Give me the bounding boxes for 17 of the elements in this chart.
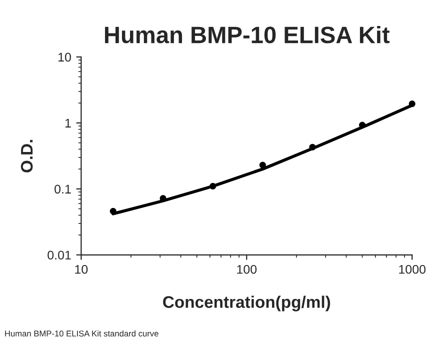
y-tick-label: 1 bbox=[65, 118, 71, 128]
point bbox=[359, 122, 366, 128]
y-tick-label: 0.1 bbox=[54, 184, 71, 194]
y-tick-label: 10 bbox=[58, 52, 71, 62]
y-tick-label: 0.01 bbox=[48, 250, 71, 260]
x-tick-label: 100 bbox=[237, 264, 257, 274]
point bbox=[259, 162, 266, 168]
x-axis-title: Concentration(pg/ml) bbox=[163, 296, 330, 312]
x-tick-label: 10 bbox=[75, 264, 88, 274]
point bbox=[408, 100, 416, 108]
point bbox=[110, 208, 116, 214]
x-tick-label: 1000 bbox=[399, 264, 426, 274]
text: Human BMP-10 ELISA Kit standard curve bbox=[5, 330, 158, 336]
y-axis-title: O.D. bbox=[20, 140, 33, 172]
chart-title: Human BMP-10 ELISA Kit bbox=[105, 26, 390, 44]
point bbox=[309, 144, 316, 150]
point bbox=[210, 182, 216, 190]
